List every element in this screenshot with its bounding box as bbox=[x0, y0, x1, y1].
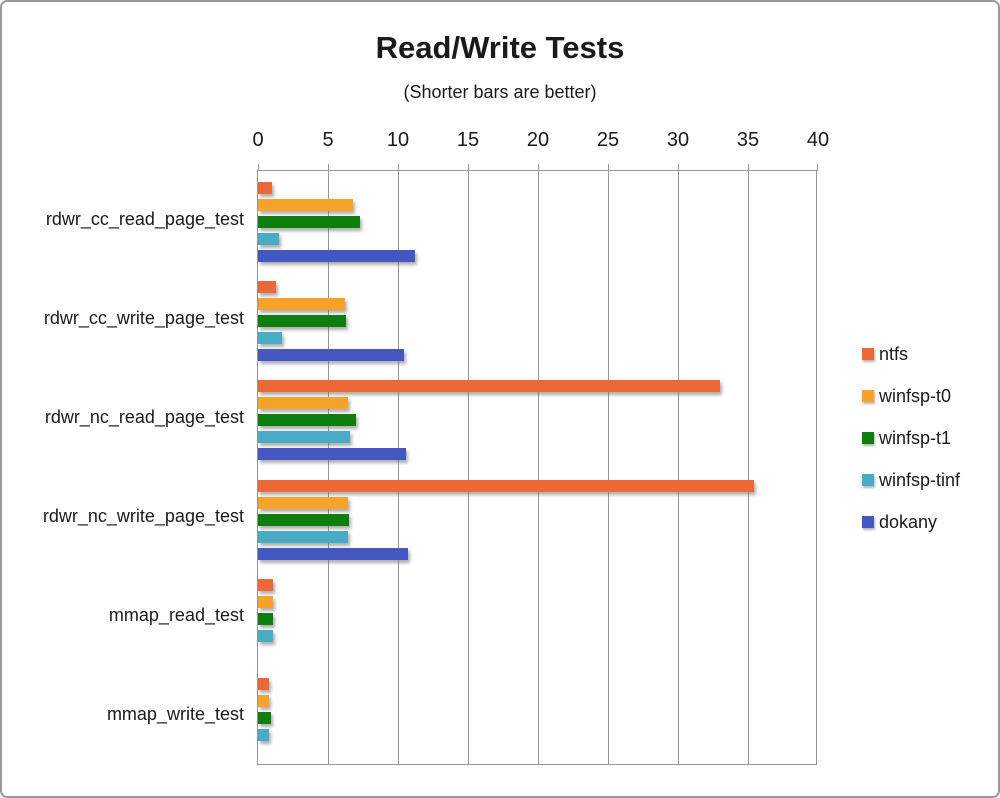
bar-winfsp-t0-rdwr_nc_write_page_test bbox=[258, 497, 348, 509]
legend-item-winfsp-tinf: winfsp-tinf bbox=[862, 469, 960, 491]
bar-dokany-rdwr_cc_write_page_test bbox=[258, 349, 404, 361]
gridline-x-10 bbox=[398, 171, 399, 764]
tick-label-x-15: 15 bbox=[456, 129, 480, 151]
bar-winfsp-t1-rdwr_nc_read_page_test bbox=[258, 414, 356, 426]
bar-ntfs-mmap_write_test bbox=[258, 678, 269, 690]
legend-item-winfsp-t1: winfsp-t1 bbox=[862, 427, 951, 449]
legend-swatch-icon bbox=[862, 474, 874, 486]
gridline-x-20 bbox=[538, 171, 539, 764]
bar-winfsp-tinf-rdwr_nc_read_page_test bbox=[258, 431, 350, 443]
category-label-rdwr_nc_read_page_test: rdwr_nc_read_page_test bbox=[44, 407, 244, 427]
plot-area: 0 5 10 15 20 25 30 35 40 bbox=[252, 129, 829, 765]
tick-mark-x-20 bbox=[538, 164, 539, 171]
tick-mark-x-0 bbox=[258, 164, 259, 171]
bar-winfsp-tinf-rdwr_cc_write_page_test bbox=[258, 332, 282, 344]
tick-label-x-25: 25 bbox=[596, 129, 620, 151]
tick-label-x-40: 40 bbox=[806, 129, 830, 151]
legend-swatch-icon bbox=[862, 390, 874, 402]
bar-ntfs-rdwr_cc_write_page_test bbox=[258, 281, 276, 293]
category-axis: rdwr_cc_read_page_test rdwr_cc_write_page… bbox=[2, 170, 244, 765]
bar-ntfs-rdwr_cc_read_page_test bbox=[258, 182, 272, 194]
bar-winfsp-t0-mmap_write_test bbox=[258, 695, 269, 707]
legend-label: dokany bbox=[879, 511, 938, 532]
legend-label: winfsp-t1 bbox=[879, 427, 952, 448]
bar-winfsp-t1-rdwr_cc_read_page_test bbox=[258, 216, 360, 228]
bar-dokany-rdwr_nc_read_page_test bbox=[258, 448, 406, 460]
category-label-rdwr_cc_read_page_test: rdwr_cc_read_page_test bbox=[45, 209, 244, 229]
bar-ntfs-rdwr_nc_write_page_test bbox=[258, 480, 754, 492]
tick-mark-x-25 bbox=[608, 164, 609, 171]
bar-winfsp-t1-rdwr_nc_write_page_test bbox=[258, 514, 349, 526]
chart-title: Read/Write Tests bbox=[375, 30, 625, 65]
tick-label-x-5: 5 bbox=[322, 129, 334, 151]
legend-item-dokany: dokany bbox=[862, 511, 937, 533]
tick-label-x-20: 20 bbox=[526, 129, 550, 151]
legend-swatch-icon bbox=[862, 348, 874, 360]
category-label-mmap_read_test: mmap_read_test bbox=[108, 605, 244, 625]
legend-swatch-icon bbox=[862, 432, 874, 444]
tick-label-x-30: 30 bbox=[666, 129, 690, 151]
bar-winfsp-t1-mmap_read_test bbox=[258, 613, 273, 625]
tick-mark-x-5 bbox=[328, 164, 329, 171]
category-label-mmap_write_test: mmap_write_test bbox=[106, 704, 244, 724]
tick-mark-x-40 bbox=[817, 164, 818, 171]
bar-winfsp-t0-rdwr_cc_read_page_test bbox=[258, 199, 353, 211]
gridline-x-25 bbox=[608, 171, 609, 764]
bar-winfsp-t1-mmap_write_test bbox=[258, 712, 271, 724]
gridline-x-35 bbox=[748, 171, 749, 764]
tick-mark-x-15 bbox=[468, 164, 469, 171]
tick-mark-x-30 bbox=[678, 164, 679, 171]
tick-label-x-0: 0 bbox=[252, 129, 264, 151]
bar-winfsp-t0-rdwr_nc_read_page_test bbox=[258, 397, 348, 409]
legend-label: ntfs bbox=[879, 343, 909, 364]
bar-ntfs-rdwr_nc_read_page_test bbox=[258, 380, 720, 392]
bar-winfsp-t0-rdwr_cc_write_page_test bbox=[258, 298, 345, 310]
bar-winfsp-t0-mmap_read_test bbox=[258, 596, 273, 608]
category-label-rdwr_cc_write_page_test: rdwr_cc_write_page_test bbox=[43, 308, 244, 328]
tick-label-x-35: 35 bbox=[736, 129, 760, 151]
tick-mark-x-10 bbox=[398, 164, 399, 171]
legend-swatch-icon bbox=[862, 516, 874, 528]
gridline-x-30 bbox=[678, 171, 679, 764]
gridline-x-15 bbox=[468, 171, 469, 764]
legend-label: winfsp-t0 bbox=[879, 385, 952, 406]
bar-winfsp-tinf-mmap_write_test bbox=[258, 729, 269, 741]
bar-winfsp-tinf-mmap_read_test bbox=[258, 630, 273, 642]
bar-dokany-rdwr_cc_read_page_test bbox=[258, 250, 415, 262]
legend-item-winfsp-t0: winfsp-t0 bbox=[862, 385, 951, 407]
bar-winfsp-tinf-rdwr_cc_read_page_test bbox=[258, 233, 279, 245]
bar-winfsp-tinf-rdwr_nc_write_page_test bbox=[258, 531, 348, 543]
bar-winfsp-t1-rdwr_cc_write_page_test bbox=[258, 315, 346, 327]
gridline-x-5 bbox=[328, 171, 329, 764]
bar-ntfs-mmap_read_test bbox=[258, 579, 273, 591]
category-label-rdwr_nc_write_page_test: rdwr_nc_write_page_test bbox=[42, 506, 244, 526]
legend-label: winfsp-tinf bbox=[879, 469, 961, 490]
chart-subtitle: (Shorter bars are better) bbox=[403, 82, 597, 102]
bar-dokany-rdwr_nc_write_page_test bbox=[258, 548, 408, 560]
tick-label-x-10: 10 bbox=[386, 129, 410, 151]
tick-mark-x-35 bbox=[748, 164, 749, 171]
legend-item-ntfs: ntfs bbox=[862, 343, 908, 365]
